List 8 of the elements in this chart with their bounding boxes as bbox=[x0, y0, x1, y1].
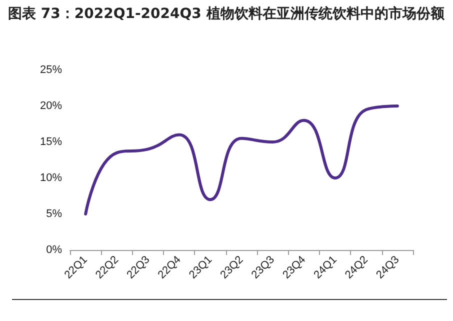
line-series bbox=[84, 104, 399, 216]
y-tick-label: 20% bbox=[40, 100, 62, 112]
y-tick-label: 25% bbox=[40, 64, 62, 76]
y-tick-label: 15% bbox=[40, 136, 62, 148]
chart-title: 图表 73：2022Q1-2024Q3 植物饮料在亚洲传统饮料中的市场份额 bbox=[8, 4, 446, 24]
y-tick-label: 10% bbox=[40, 172, 62, 184]
y-tick-label: 5% bbox=[46, 208, 62, 220]
y-tick-label: 0% bbox=[46, 244, 62, 256]
